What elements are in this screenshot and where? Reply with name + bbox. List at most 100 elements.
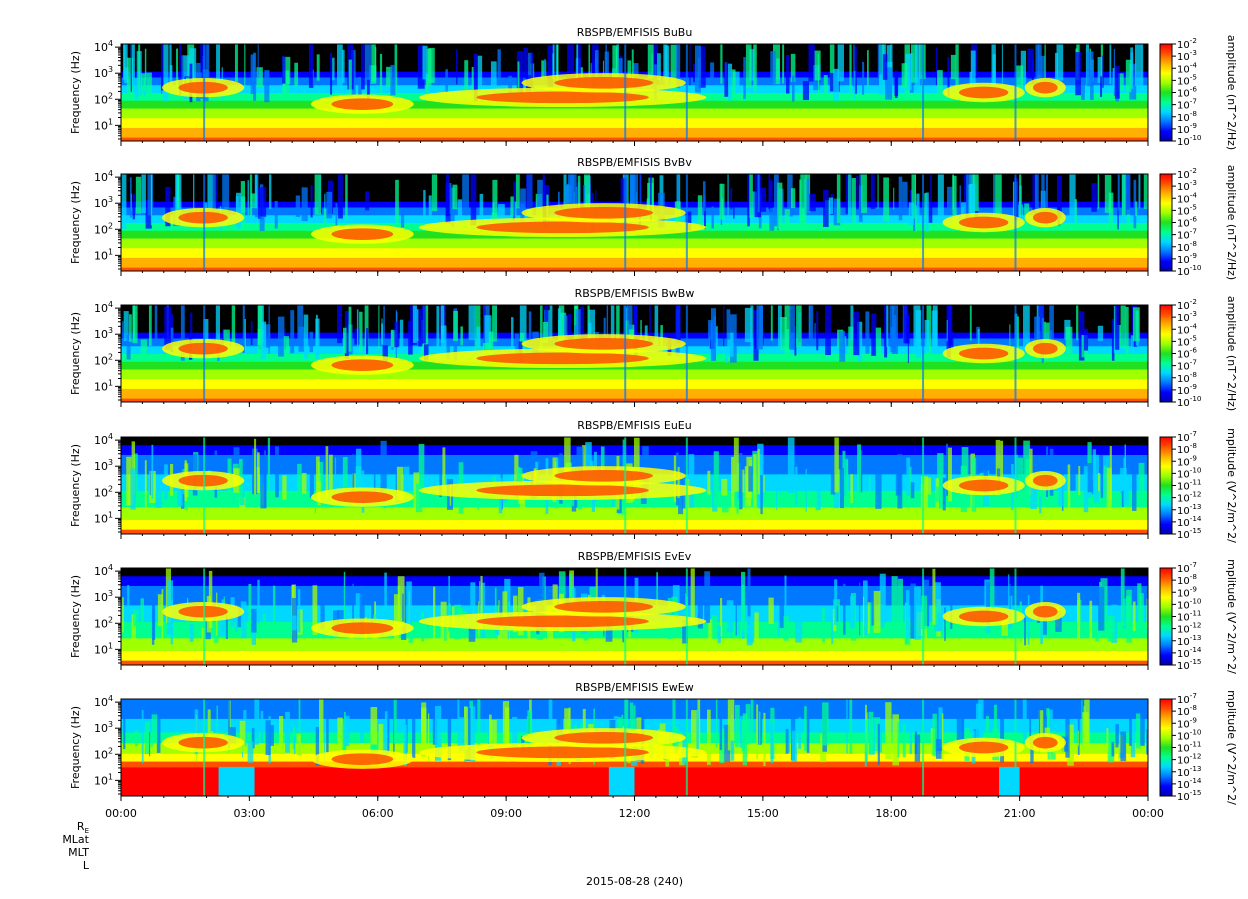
colorbar-tick-label: 10-10 (1177, 263, 1202, 278)
panel-title: RBSPB/EMFISIS BwBw (575, 287, 695, 300)
y-tick-label: 101 (94, 117, 113, 132)
x-tick-label: 18:00 (875, 807, 907, 820)
y-tick-label: 102 (94, 91, 113, 106)
colorbar-tick-label: 10-9 (1177, 121, 1197, 136)
x-axis-label: 2015-08-28 (240) (586, 875, 683, 888)
x-tick-label: 15:00 (747, 807, 779, 820)
colorbar-tick-label: 10-10 (1177, 596, 1202, 611)
colorbar-tick-label: 10-7 (1177, 358, 1197, 373)
panel-title: RBSPB/EMFISIS EvEv (578, 550, 692, 563)
colorbar-label: mplitude (V^2/m^2/ (1225, 428, 1238, 543)
colorbar-tick-label: 10-3 (1177, 309, 1197, 324)
y-tick-label: 102 (94, 484, 113, 499)
colorbar-label: mplitude (V^2/m^2/ (1225, 690, 1238, 805)
colorbar-label: amplitude (nT^2/Hz) (1225, 35, 1238, 150)
colorbar-tick-label: 10-2 (1177, 36, 1197, 51)
colorbar: 10-710-810-910-1010-1110-1210-1310-1410-… (1159, 428, 1238, 543)
colorbar-tick-label: 10-10 (1177, 133, 1202, 148)
y-tick-label: 103 (94, 65, 113, 80)
y-tick-label: 104 (94, 300, 113, 315)
colorbar-tick-label: 10-4 (1177, 190, 1197, 205)
colorbar-tick-label: 10-11 (1177, 609, 1201, 624)
x-tick-label: 06:00 (362, 807, 394, 820)
y-tick-label: 104 (94, 39, 113, 54)
colorbar: 10-210-310-410-510-610-710-810-910-10 amp… (1159, 165, 1238, 280)
colorbar-tick-label: 10-10 (1177, 465, 1202, 480)
colorbar-tick-label: 10-10 (1177, 394, 1202, 409)
x-tick-label: 21:00 (1004, 807, 1036, 820)
colorbar: 10-210-310-410-510-610-710-810-910-10 amp… (1159, 296, 1238, 411)
y-tick-label: 101 (94, 641, 113, 656)
colorbar-tick-label: 10-15 (1177, 526, 1201, 541)
colorbar-tick-label: 10-15 (1177, 788, 1201, 803)
panel-title: RBSPB/EMFISIS BuBu (577, 26, 693, 39)
colorbar-tick-label: 10-9 (1177, 715, 1197, 730)
colorbar-tick-label: 10-7 (1177, 97, 1197, 112)
colorbar-tick-label: 10-8 (1177, 239, 1197, 254)
colorbar-tick-label: 10-14 (1177, 514, 1202, 529)
colorbar-tick-label: 10-3 (1177, 178, 1197, 193)
colorbar-tick-label: 10-6 (1177, 346, 1197, 361)
colorbar-tick-label: 10-12 (1177, 490, 1201, 505)
ephemeris-label: RE (77, 820, 89, 835)
panel-title: RBSPB/EMFISIS EuEu (577, 419, 691, 432)
y-tick-label: 104 (94, 432, 113, 447)
panel-title: RBSPB/EMFISIS EwEw (575, 681, 693, 694)
colorbar-tick-label: 10-10 (1177, 727, 1202, 742)
colorbar: 10-710-810-910-1010-1110-1210-1310-1410-… (1159, 559, 1238, 674)
colorbar-tick-label: 10-3 (1177, 48, 1197, 63)
spectrogram-image (121, 699, 1148, 796)
panel-title: RBSPB/EMFISIS BvBv (577, 156, 692, 169)
colorbar-tick-label: 10-11 (1177, 740, 1201, 755)
y-axis-label: Frequency (Hz) (69, 444, 82, 527)
colorbar-tick-label: 10-7 (1177, 429, 1197, 444)
ephemeris-label: L (83, 859, 90, 872)
ephemeris-label: MLT (68, 846, 89, 859)
colorbar-label: amplitude (nT^2/Hz) (1225, 296, 1238, 411)
y-tick-label: 104 (94, 694, 113, 709)
x-tick-label: 00:00 (105, 807, 137, 820)
x-tick-label: 12:00 (619, 807, 651, 820)
spectrogram-image (121, 437, 1148, 534)
y-axis-label: Frequency (Hz) (69, 706, 82, 789)
y-axis-label: Frequency (Hz) (69, 312, 82, 395)
colorbar-tick-label: 10-7 (1177, 560, 1197, 575)
y-axis-label: Frequency (Hz) (69, 575, 82, 658)
time-axis: 00:00 03:00 06:00 09:00 12:00 15:00 18:00 21:00… (62, 807, 1164, 888)
y-tick-label: 101 (94, 510, 113, 525)
panel-5: RBSPB/EMFISIS EvEv 101 102 103 104 Frequency … (69, 550, 1238, 674)
panel-2: RBSPB/EMFISIS BvBv 101 102 103 104 Frequency … (69, 156, 1238, 280)
panel-4: RBSPB/EMFISIS EuEu 101 102 103 104 Frequency … (69, 419, 1238, 543)
colorbar-tick-label: 10-2 (1177, 166, 1197, 181)
y-tick-label: 103 (94, 458, 113, 473)
y-tick-label: 101 (94, 247, 113, 262)
y-tick-label: 103 (94, 195, 113, 210)
colorbar-tick-label: 10-6 (1177, 215, 1197, 230)
x-tick-label: 03:00 (234, 807, 266, 820)
colorbar-tick-label: 10-13 (1177, 633, 1201, 648)
colorbar-tick-label: 10-8 (1177, 572, 1197, 587)
y-tick-label: 104 (94, 169, 113, 184)
colorbar-tick-label: 10-8 (1177, 703, 1197, 718)
y-axis-label: Frequency (Hz) (69, 51, 82, 134)
colorbar: 10-210-310-410-510-610-710-810-910-10 amp… (1159, 35, 1238, 150)
x-tick-label: 00:00 (1132, 807, 1164, 820)
colorbar-tick-label: 10-13 (1177, 502, 1201, 517)
colorbar-tick-label: 10-15 (1177, 657, 1201, 672)
colorbar-tick-label: 10-8 (1177, 370, 1197, 385)
y-tick-label: 102 (94, 221, 113, 236)
spectrogram-image (121, 174, 1148, 271)
colorbar-tick-label: 10-14 (1177, 776, 1202, 791)
y-axis-label: Frequency (Hz) (69, 181, 82, 264)
colorbar-tick-label: 10-4 (1177, 321, 1197, 336)
colorbar-tick-label: 10-7 (1177, 227, 1197, 242)
spectrogram-image (121, 305, 1148, 402)
colorbar-tick-label: 10-4 (1177, 60, 1197, 75)
colorbar-tick-label: 10-6 (1177, 85, 1197, 100)
y-tick-label: 102 (94, 615, 113, 630)
colorbar-tick-label: 10-8 (1177, 441, 1197, 456)
y-tick-label: 103 (94, 326, 113, 341)
y-tick-label: 104 (94, 563, 113, 578)
y-tick-label: 102 (94, 352, 113, 367)
